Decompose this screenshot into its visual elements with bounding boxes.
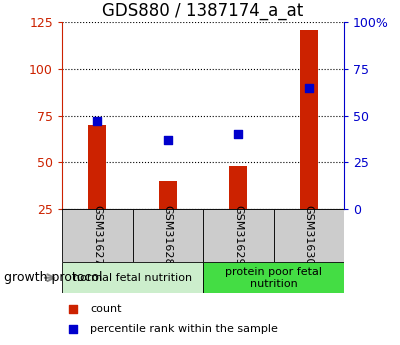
Text: normal fetal nutrition: normal fetal nutrition xyxy=(73,273,192,283)
Text: GSM31628: GSM31628 xyxy=(163,205,173,266)
Text: GSM31630: GSM31630 xyxy=(304,205,314,266)
Bar xyxy=(62,209,132,262)
Bar xyxy=(88,125,106,209)
Point xyxy=(70,326,76,332)
Point xyxy=(94,118,100,124)
Title: GDS880 / 1387174_a_at: GDS880 / 1387174_a_at xyxy=(102,2,304,20)
Text: GSM31629: GSM31629 xyxy=(233,205,243,266)
Text: growth protocol: growth protocol xyxy=(4,271,102,284)
Bar xyxy=(203,262,344,293)
Bar xyxy=(300,30,318,209)
Text: count: count xyxy=(90,304,122,314)
Bar xyxy=(230,166,247,209)
Bar xyxy=(159,181,176,209)
Point xyxy=(306,85,312,90)
Text: percentile rank within the sample: percentile rank within the sample xyxy=(90,324,278,334)
Bar xyxy=(274,209,344,262)
Text: GSM31627: GSM31627 xyxy=(92,205,102,266)
Bar xyxy=(62,262,203,293)
Point xyxy=(235,131,242,137)
Bar xyxy=(203,209,274,262)
Text: protein poor fetal
nutrition: protein poor fetal nutrition xyxy=(225,267,322,288)
Point xyxy=(164,137,171,142)
Point xyxy=(70,306,76,312)
Bar xyxy=(132,209,203,262)
